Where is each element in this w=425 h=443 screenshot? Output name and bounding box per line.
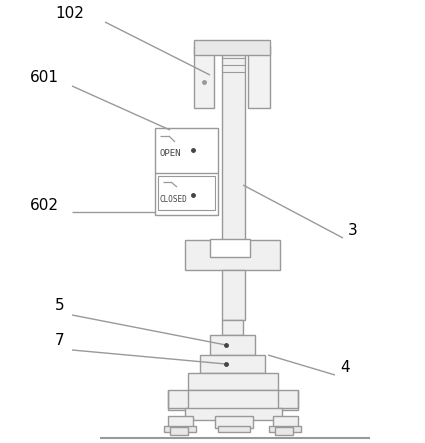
- Bar: [222, 320, 243, 335]
- Bar: [188, 373, 278, 390]
- Text: 602: 602: [30, 198, 59, 213]
- Bar: [210, 335, 255, 355]
- Text: 102: 102: [55, 6, 84, 21]
- Bar: [194, 40, 270, 55]
- Bar: [215, 416, 253, 428]
- Bar: [222, 42, 245, 270]
- Text: 3: 3: [348, 223, 358, 238]
- Bar: [185, 240, 280, 270]
- Text: OPEN: OPEN: [160, 148, 181, 158]
- Text: CLOSED: CLOSED: [160, 194, 188, 203]
- Bar: [185, 408, 282, 420]
- Bar: [168, 390, 298, 410]
- Bar: [164, 426, 196, 432]
- Bar: [273, 416, 298, 428]
- Bar: [222, 270, 245, 320]
- Bar: [170, 427, 188, 435]
- Text: 7: 7: [55, 333, 65, 348]
- Bar: [168, 416, 193, 428]
- Bar: [158, 176, 215, 210]
- Text: 601: 601: [30, 70, 59, 85]
- Bar: [275, 427, 293, 435]
- Bar: [200, 355, 265, 373]
- Bar: [218, 426, 250, 432]
- Text: 4: 4: [340, 360, 350, 375]
- Bar: [210, 239, 250, 257]
- Bar: [194, 46, 214, 108]
- Bar: [248, 46, 270, 108]
- Text: 5: 5: [55, 298, 65, 313]
- Bar: [269, 426, 301, 432]
- Bar: [155, 128, 218, 215]
